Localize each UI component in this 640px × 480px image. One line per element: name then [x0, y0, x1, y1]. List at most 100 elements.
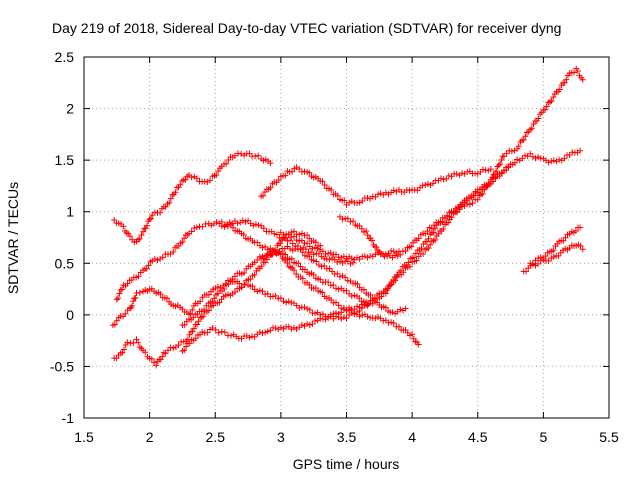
data-point: [146, 216, 153, 223]
data-point: [277, 324, 284, 331]
data-points: [109, 65, 586, 369]
data-point: [511, 159, 518, 166]
data-point: [159, 353, 166, 360]
data-point: [388, 247, 395, 254]
data-point: [333, 299, 339, 306]
data-point: [181, 321, 188, 328]
data-point: [151, 359, 157, 366]
data-point: [133, 336, 140, 343]
data-point: [285, 298, 292, 305]
data-point: [372, 193, 379, 200]
series-track-1: [111, 150, 274, 246]
data-point: [310, 257, 317, 264]
data-point: [267, 184, 274, 191]
data-point: [212, 285, 219, 292]
data-point: [327, 249, 334, 256]
data-point: [277, 295, 284, 302]
data-point: [553, 158, 560, 165]
data-point: [306, 169, 313, 176]
data-point: [199, 223, 206, 230]
data-point: [252, 221, 259, 228]
data-point: [505, 164, 512, 171]
data-point: [270, 293, 276, 300]
data-point: [503, 150, 510, 157]
x-tick-label: 3: [277, 429, 285, 445]
data-point: [369, 237, 376, 244]
data-point: [291, 324, 297, 331]
series-track-9: [218, 217, 357, 267]
data-point: [312, 317, 318, 324]
data-point: [438, 175, 444, 182]
data-point: [221, 223, 228, 230]
data-point: [361, 301, 368, 308]
data-point: [209, 325, 216, 332]
data-point: [532, 155, 539, 162]
data-point: [456, 206, 463, 213]
data-point: [241, 269, 248, 276]
data-point: [364, 194, 371, 201]
data-point: [390, 277, 397, 284]
data-point: [289, 240, 296, 247]
data-point: [228, 332, 234, 339]
data-point: [561, 155, 568, 162]
data-point: [341, 197, 348, 204]
data-point: [453, 170, 460, 177]
data-point: [298, 237, 305, 244]
data-point: [382, 290, 389, 297]
data-point: [389, 309, 396, 316]
data-point: [145, 262, 152, 269]
data-point: [230, 224, 237, 231]
data-point: [259, 244, 266, 251]
data-point: [113, 296, 120, 303]
data-point: [334, 192, 341, 199]
data-point: [367, 291, 374, 298]
data-point: [280, 231, 287, 238]
data-point: [498, 170, 505, 177]
data-point: [136, 235, 143, 242]
data-point: [188, 228, 195, 235]
data-point: [249, 333, 255, 340]
data-point: [170, 248, 177, 255]
data-point: [445, 172, 452, 179]
data-point: [321, 255, 328, 262]
data-point: [315, 250, 322, 257]
data-point: [264, 290, 271, 297]
data-point: [437, 218, 444, 225]
data-point: [191, 325, 198, 332]
data-point: [336, 258, 343, 265]
data-point: [234, 220, 241, 227]
data-point: [113, 355, 120, 362]
data-point: [205, 291, 212, 298]
y-tick-label: 2.5: [55, 49, 75, 65]
data-point: [388, 319, 395, 326]
x-axis-label: GPS time / hours: [293, 456, 400, 472]
data-point: [195, 318, 202, 325]
plot-frame: [83, 56, 610, 419]
data-point: [338, 254, 345, 261]
data-point: [412, 250, 419, 257]
data-point: [188, 174, 195, 181]
data-point: [201, 306, 208, 313]
data-point: [542, 253, 549, 260]
y-tick-label: 1: [66, 204, 74, 220]
data-point: [375, 191, 381, 198]
data-point: [574, 67, 581, 74]
data-point: [121, 346, 128, 353]
data-point: [359, 312, 366, 319]
data-point: [291, 267, 297, 274]
data-point: [245, 217, 252, 224]
data-point: [267, 327, 274, 334]
data-point: [143, 265, 150, 272]
data-point: [479, 190, 486, 197]
data-point: [315, 262, 322, 269]
data-point: [397, 306, 404, 313]
data-point: [262, 259, 269, 266]
data-point: [550, 157, 557, 164]
data-point: [343, 315, 350, 322]
data-point: [163, 295, 170, 302]
data-point: [577, 224, 584, 231]
data-point: [147, 215, 154, 222]
data-point: [289, 247, 296, 254]
data-point: [356, 295, 363, 302]
data-point: [579, 246, 586, 253]
